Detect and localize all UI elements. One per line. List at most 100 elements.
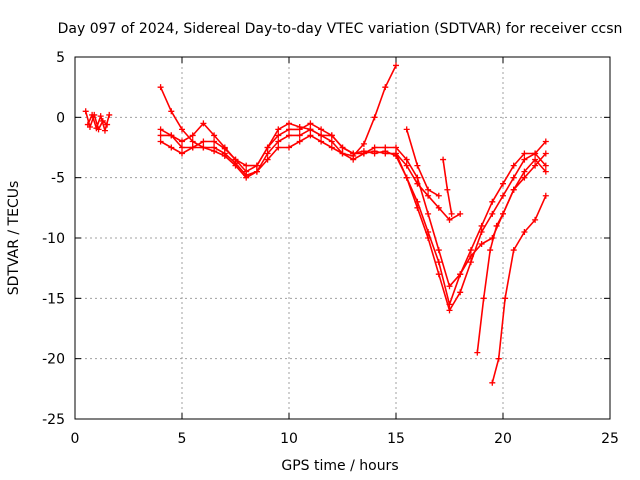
data-point: [393, 150, 399, 157]
data-point: [264, 150, 271, 157]
data-point: [467, 253, 474, 260]
data-point: [414, 162, 421, 169]
data-point: [97, 113, 104, 120]
data-point: [403, 156, 410, 163]
y-tick-label: -20: [42, 352, 65, 368]
data-point: [296, 126, 303, 133]
data-point: [542, 192, 549, 199]
data-point: [414, 198, 421, 205]
x-tick-label: 15: [387, 431, 405, 447]
data-point: [474, 349, 481, 356]
data-point: [510, 247, 517, 254]
data-point: [371, 150, 378, 157]
data-point: [275, 138, 282, 145]
data-point: [286, 126, 292, 133]
series-6: [157, 120, 549, 290]
grid: [75, 57, 610, 419]
data-point: [211, 138, 218, 145]
data-point: [393, 62, 399, 69]
data-point: [467, 259, 474, 266]
series-7: [393, 150, 549, 308]
data-point: [350, 150, 357, 157]
data-point: [328, 138, 335, 145]
data-point: [448, 210, 455, 217]
data-point: [264, 156, 271, 163]
data-point: [489, 210, 496, 217]
data-point: [211, 132, 218, 139]
data-point: [243, 174, 250, 181]
data-point: [307, 132, 314, 139]
data-point: [510, 162, 517, 169]
data-point: [243, 168, 250, 175]
x-tick-label: 20: [494, 431, 512, 447]
data-point: [275, 132, 282, 139]
data-point: [435, 271, 442, 278]
data-point: [328, 132, 335, 139]
data-point: [264, 144, 271, 151]
data-point: [542, 168, 549, 175]
data-point: [521, 150, 528, 157]
data-point: [382, 144, 389, 151]
data-series: [82, 62, 549, 386]
data-point: [521, 168, 528, 175]
data-point: [444, 186, 451, 193]
data-point: [446, 301, 453, 308]
data-point: [168, 108, 175, 115]
data-point: [82, 108, 89, 115]
data-point: [307, 120, 314, 127]
data-point: [500, 192, 506, 199]
data-point: [106, 111, 113, 118]
data-point: [360, 140, 367, 147]
series-trace: [395, 152, 547, 306]
series-3: [157, 62, 399, 169]
data-point: [457, 210, 464, 217]
data-point: [318, 138, 325, 145]
data-point: [221, 144, 228, 151]
data-point: [200, 120, 207, 127]
series-5: [157, 84, 549, 314]
data-point: [179, 126, 185, 133]
data-point: [510, 174, 517, 181]
data-point: [403, 126, 410, 133]
series-trace: [159, 86, 547, 312]
data-point: [521, 228, 528, 235]
y-tick-label: -10: [42, 231, 65, 247]
data-point: [296, 138, 303, 145]
x-tick-label: 5: [178, 431, 187, 447]
data-point: [521, 174, 528, 181]
data-point: [157, 138, 164, 145]
series-11: [489, 192, 549, 386]
data-point: [457, 271, 464, 278]
y-tick-label: -15: [42, 291, 65, 307]
data-point: [532, 216, 539, 223]
y-tick-label: 0: [56, 110, 65, 126]
data-point: [487, 247, 494, 254]
data-point: [500, 210, 506, 217]
data-point: [286, 120, 292, 127]
y-tick-label: 5: [56, 50, 65, 66]
y-tick-label: -5: [51, 171, 65, 187]
data-point: [253, 168, 260, 175]
data-point: [200, 138, 207, 145]
data-point: [253, 162, 260, 169]
data-point: [84, 121, 91, 128]
data-point: [542, 150, 549, 157]
y-tick-label: -25: [42, 412, 65, 428]
data-point: [189, 132, 196, 139]
data-point: [157, 84, 164, 91]
data-point: [521, 156, 528, 163]
data-point: [275, 144, 282, 151]
series-trace: [491, 195, 547, 384]
data-point: [414, 174, 421, 181]
data-point: [328, 144, 335, 151]
data-point: [339, 144, 346, 151]
data-point: [403, 174, 410, 181]
data-point: [157, 126, 164, 133]
data-point: [393, 144, 399, 151]
data-point: [179, 150, 185, 157]
data-point: [478, 241, 485, 248]
data-point: [232, 162, 239, 169]
series-2: [84, 111, 113, 134]
data-point: [532, 162, 539, 169]
data-point: [221, 152, 228, 159]
